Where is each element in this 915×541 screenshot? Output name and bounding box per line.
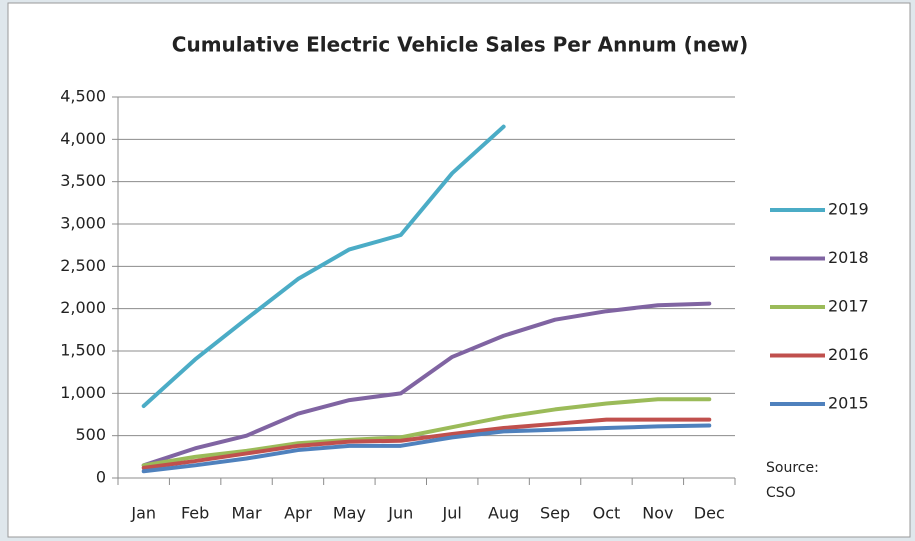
x-tick-label: May	[333, 504, 366, 523]
series-line	[141, 423, 712, 474]
legend-label: 2018	[828, 248, 869, 267]
legend-label: 2016	[828, 345, 869, 364]
y-tick-label: 3,500	[60, 171, 106, 190]
x-tick-label: Apr	[284, 504, 312, 523]
chart-area	[7, 2, 911, 538]
x-tick-label: Nov	[642, 504, 673, 523]
series-line	[141, 417, 712, 470]
x-tick-label: Dec	[694, 504, 725, 523]
x-tick-label: Mar	[231, 504, 262, 523]
source-note: Source:	[766, 460, 819, 476]
x-tick-label: Aug	[488, 504, 519, 523]
chart-title: Cumulative Electric Vehicle Sales Per An…	[172, 33, 748, 57]
y-tick-label: 1,000	[60, 383, 106, 402]
y-tick-label: 500	[75, 425, 106, 444]
x-tick-label: Jan	[130, 504, 156, 523]
series-line	[141, 397, 712, 468]
legend-label: 2015	[828, 394, 869, 413]
legend-label: 2017	[828, 297, 869, 316]
y-tick-label: 4,000	[60, 129, 106, 148]
series-line	[141, 124, 506, 409]
legend-label: 2019	[828, 200, 869, 219]
x-tick-label: Feb	[181, 504, 209, 523]
y-tick-label: 0	[96, 468, 106, 487]
y-tick-label: 4,500	[60, 87, 106, 106]
x-tick-label: Jun	[387, 504, 413, 523]
x-tick-label: Oct	[593, 504, 621, 523]
y-tick-label: 3,000	[60, 214, 106, 233]
x-tick-label: Sep	[540, 504, 570, 523]
y-tick-label: 1,500	[60, 341, 106, 360]
y-tick-label: 2,000	[60, 298, 106, 317]
x-tick-label: Jul	[442, 504, 462, 523]
source-note: CSO	[766, 485, 796, 501]
series-line	[141, 301, 712, 468]
y-tick-label: 2,500	[60, 256, 106, 275]
